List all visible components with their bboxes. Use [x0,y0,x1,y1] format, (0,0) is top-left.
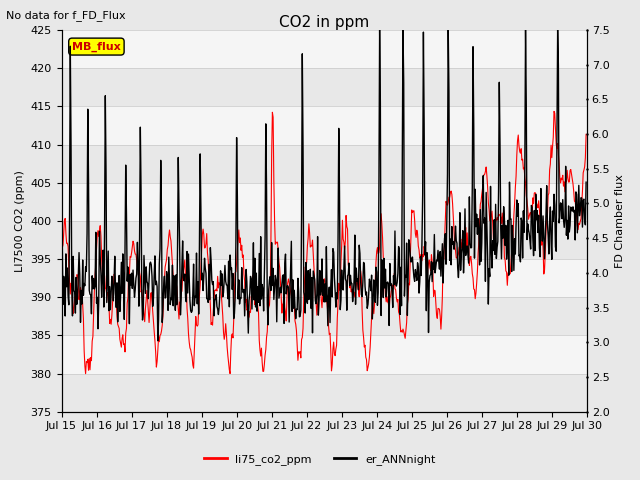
Bar [61,336,587,373]
Legend: li75_co2_ppm, er_ANNnight: li75_co2_ppm, er_ANNnight [200,450,440,469]
Bar [61,221,587,259]
Bar [61,30,587,68]
Y-axis label: LI7500 CO2 (ppm): LI7500 CO2 (ppm) [15,170,25,272]
Bar [61,144,587,183]
Text: MB_flux: MB_flux [72,41,121,52]
Bar [61,107,587,144]
Y-axis label: FD Chamber flux: FD Chamber flux [615,174,625,268]
Title: CO2 in ppm: CO2 in ppm [279,15,369,30]
Bar [61,68,587,107]
Text: No data for f_FD_Flux: No data for f_FD_Flux [6,10,126,21]
Bar [61,259,587,297]
Bar [61,297,587,336]
Bar [61,373,587,412]
Bar [61,183,587,221]
